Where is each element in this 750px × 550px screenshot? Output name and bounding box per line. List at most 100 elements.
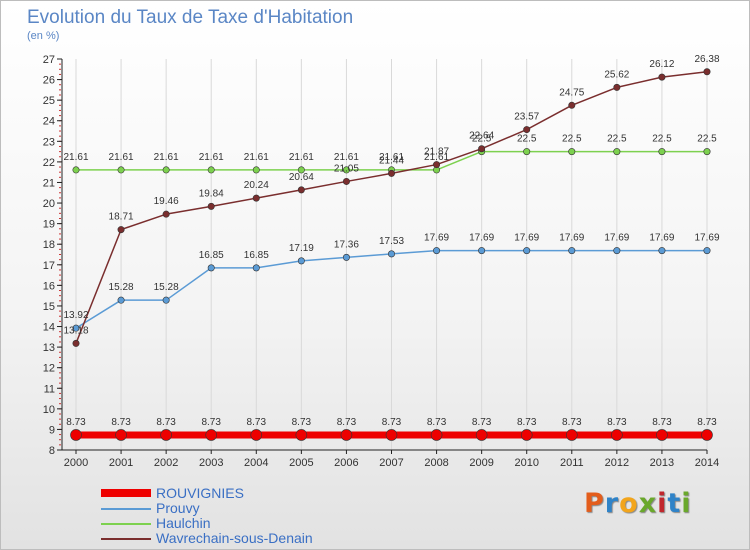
data-label: 15.28 [154,282,179,293]
logo-letter: x [638,488,658,519]
data-point [656,429,668,441]
x-tick-label: 2012 [605,457,629,469]
data-point [520,429,533,441]
data-point [340,429,353,441]
x-tick-label: 2009 [469,457,493,469]
data-label: 13.92 [63,310,88,321]
data-label: 21.61 [154,152,179,163]
data-point [295,429,308,441]
data-label: 22.5 [562,134,582,145]
x-tick-label: 2006 [334,457,358,469]
y-tick-label: 22 [43,157,55,169]
legend-item: ROUVIGNIES [101,486,421,501]
data-point [658,247,666,255]
data-point [162,296,170,304]
legend-label: Haulchin [156,515,211,531]
data-point [70,429,82,441]
data-label: 8.73 [382,417,402,428]
data-point [475,429,488,441]
data-point [613,83,621,91]
data-label: 8.73 [247,417,267,428]
data-point [658,148,666,156]
data-point [207,202,215,210]
data-point [385,429,398,441]
data-point [252,166,260,174]
unit-label: (en %) [27,30,60,42]
data-label: 21.05 [334,163,359,174]
data-label: 8.73 [562,417,582,428]
data-label: 21.61 [379,152,404,163]
data-label: 13.18 [63,325,88,336]
data-label: 21.61 [289,152,314,163]
data-label: 8.73 [517,417,537,428]
data-point [342,166,350,174]
y-tick-label: 19 [43,219,55,231]
x-tick-label: 2000 [64,457,88,469]
data-label: 25.62 [604,69,629,80]
data-label: 8.73 [607,417,627,428]
data-point [72,166,80,174]
y-tick-label: 25 [43,95,55,107]
data-point [703,148,711,156]
y-tick-label: 27 [43,54,55,66]
data-point [703,68,711,76]
data-point [205,429,218,441]
y-tick-label: 15 [43,301,55,313]
y-tick-label: 20 [43,198,55,210]
data-label: 8.73 [292,417,312,428]
data-label: 21.61 [244,152,269,163]
y-tick-label: 18 [43,239,55,251]
y-tick-label: 16 [43,280,55,292]
legend-label: ROUVIGNIES [156,485,244,501]
data-label: 16.85 [244,250,269,261]
data-label: 17.69 [649,233,674,244]
x-tick-label: 2014 [695,457,719,469]
data-point [115,429,127,441]
logo-letter: t [667,488,682,519]
data-point [207,166,215,174]
data-label: 17.19 [289,243,314,254]
data-point [658,73,666,81]
data-point [478,145,486,153]
data-point [297,166,305,174]
data-label: 17.53 [379,236,404,247]
x-tick-label: 2003 [199,457,223,469]
x-tick-label: 2007 [379,457,403,469]
data-label: 8.73 [337,417,357,428]
y-tick-label: 10 [43,404,55,416]
data-label: 17.69 [559,233,584,244]
y-tick-label: 9 [49,424,55,436]
data-label: 8.73 [652,417,672,428]
data-label: 19.84 [199,188,224,199]
data-label: 17.69 [694,233,719,244]
legend: ROUVIGNIES Prouvy Haulchin Wavrechain-sous-… [101,486,421,546]
data-point [430,429,443,441]
x-tick-label: 2004 [244,457,268,469]
data-label: 20.64 [289,172,314,183]
legend-label: Wavrechain-sous-Denain [156,530,313,546]
data-point [162,210,170,218]
data-label: 21.61 [63,152,88,163]
data-label: 15.28 [109,282,134,293]
logo-letter: P [584,488,605,519]
data-point [252,264,260,272]
data-point [207,264,215,272]
data-label: 17.69 [604,233,629,244]
data-label: 8.73 [111,417,131,428]
y-tick-label: 23 [43,136,55,148]
data-label: 22.5 [697,134,717,145]
data-point [433,247,441,255]
data-label: 21.61 [199,152,224,163]
data-label: 24.75 [559,87,584,98]
data-label: 22.5 [607,134,627,145]
x-tick-label: 2010 [514,457,538,469]
data-label: 21.61 [334,152,359,163]
data-label: 8.73 [472,417,492,428]
legend-swatch [101,508,151,510]
data-label: 8.73 [156,417,176,428]
data-label: 26.38 [694,54,719,65]
legend-swatch [101,489,151,497]
data-label: 18.71 [109,212,134,223]
data-point [117,226,125,234]
